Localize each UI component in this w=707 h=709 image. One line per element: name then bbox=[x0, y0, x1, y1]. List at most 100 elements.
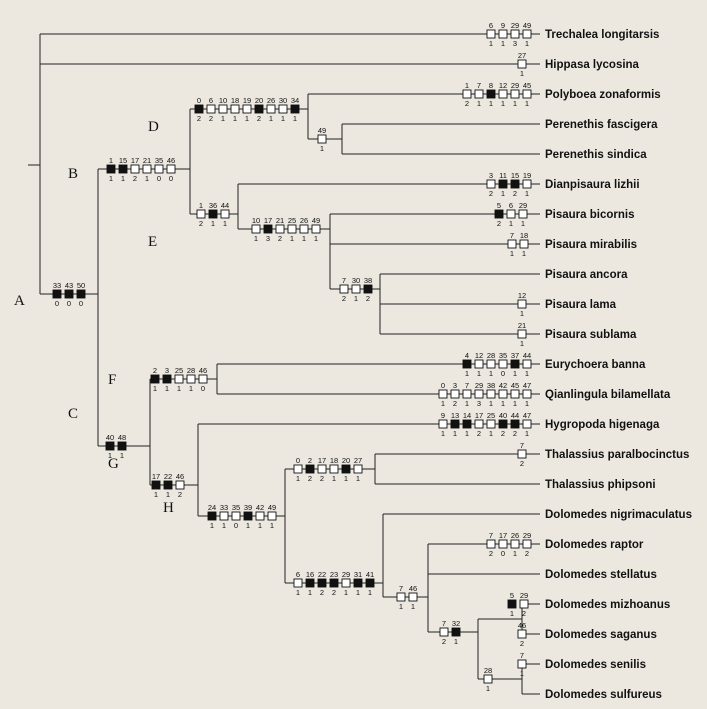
character-state: 1 bbox=[293, 114, 297, 123]
character-state: 1 bbox=[165, 384, 169, 393]
synapomorphy-mark-filled bbox=[462, 359, 472, 369]
synapomorphy-mark-filled bbox=[105, 441, 115, 451]
character-number: 17 bbox=[318, 456, 326, 465]
character-state: 1 bbox=[233, 114, 237, 123]
taxon-label: Thalassius paralbocinctus bbox=[545, 449, 689, 461]
character-state: 2 bbox=[465, 99, 469, 108]
character-number: 42 bbox=[256, 503, 264, 512]
character-state: 1 bbox=[489, 369, 493, 378]
taxon-label: Hygropoda higenaga bbox=[545, 419, 660, 431]
homoplasy-mark-open bbox=[498, 29, 508, 39]
taxon-label: Dolomedes sulfureus bbox=[545, 689, 662, 701]
homoplasy-mark-open bbox=[498, 389, 508, 399]
character-number: 20 bbox=[342, 456, 350, 465]
synapomorphy-mark-filled bbox=[64, 289, 74, 299]
character-number: 21 bbox=[518, 321, 526, 330]
character-number: 36 bbox=[209, 201, 217, 210]
character-number: 6 bbox=[509, 201, 513, 210]
character-number: 29 bbox=[475, 381, 483, 390]
character-state: 2 bbox=[525, 549, 529, 558]
taxon-label: Pisaura mirabilis bbox=[545, 239, 637, 251]
character-number: 37 bbox=[511, 351, 519, 360]
homoplasy-mark-open bbox=[311, 224, 321, 234]
character-state: 1 bbox=[269, 114, 273, 123]
homoplasy-mark-open bbox=[278, 104, 288, 114]
character-state: 1 bbox=[411, 602, 415, 611]
homoplasy-mark-open bbox=[293, 578, 303, 588]
character-number: 40 bbox=[106, 433, 114, 442]
character-state: 2 bbox=[489, 189, 493, 198]
taxon-label: Dolomedes raptor bbox=[545, 539, 644, 551]
character-number: 46 bbox=[199, 366, 207, 375]
character-number: 49 bbox=[268, 503, 276, 512]
homoplasy-mark-open bbox=[196, 209, 206, 219]
character-number: 28 bbox=[484, 666, 492, 675]
homoplasy-mark-open bbox=[462, 89, 472, 99]
homoplasy-mark-open bbox=[130, 164, 140, 174]
character-state: 1 bbox=[520, 669, 524, 678]
taxon-label: Dolomedes saganus bbox=[545, 629, 657, 641]
character-state: 1 bbox=[501, 399, 505, 408]
character-state: 1 bbox=[509, 219, 513, 228]
character-number: 17 bbox=[475, 411, 483, 420]
homoplasy-mark-open bbox=[486, 389, 496, 399]
synapomorphy-mark-filled bbox=[365, 578, 375, 588]
character-number: 1 bbox=[109, 156, 113, 165]
clade-label-b: B bbox=[68, 166, 78, 182]
homoplasy-mark-open bbox=[510, 89, 520, 99]
character-number: 4 bbox=[465, 351, 469, 360]
character-state: 1 bbox=[308, 588, 312, 597]
character-number: 1 bbox=[465, 81, 469, 90]
synapomorphy-mark-filled bbox=[329, 578, 339, 588]
character-number: 13 bbox=[451, 411, 459, 420]
character-state: 2 bbox=[453, 399, 457, 408]
character-number: 46 bbox=[176, 472, 184, 481]
character-number: 1 bbox=[199, 201, 203, 210]
character-state: 0 bbox=[201, 384, 205, 393]
character-number: 20 bbox=[255, 96, 263, 105]
character-number: 0 bbox=[296, 456, 300, 465]
character-state: 0 bbox=[169, 174, 173, 183]
character-number: 18 bbox=[520, 231, 528, 240]
homoplasy-mark-open bbox=[206, 104, 216, 114]
homoplasy-mark-open bbox=[522, 359, 532, 369]
synapomorphy-mark-filled bbox=[243, 511, 253, 521]
character-state: 1 bbox=[120, 451, 124, 460]
homoplasy-mark-open bbox=[474, 419, 484, 429]
synapomorphy-mark-filled bbox=[498, 179, 508, 189]
taxon-label: Qianlingula bilamellata bbox=[545, 389, 671, 401]
character-state: 1 bbox=[501, 189, 505, 198]
character-number: 10 bbox=[252, 216, 260, 225]
synapomorphy-mark-filled bbox=[150, 374, 160, 384]
clade-label-e: E bbox=[148, 234, 157, 250]
character-state: 0 bbox=[55, 299, 59, 308]
synapomorphy-mark-filled bbox=[305, 464, 315, 474]
character-state: 1 bbox=[344, 474, 348, 483]
synapomorphy-mark-filled bbox=[254, 104, 264, 114]
character-state: 1 bbox=[522, 249, 526, 258]
homoplasy-mark-open bbox=[506, 209, 516, 219]
character-state: 1 bbox=[489, 429, 493, 438]
homoplasy-mark-open bbox=[219, 511, 229, 521]
character-number: 17 bbox=[264, 216, 272, 225]
character-state: 1 bbox=[121, 174, 125, 183]
synapomorphy-mark-filled bbox=[450, 419, 460, 429]
character-state: 1 bbox=[221, 114, 225, 123]
character-state: 1 bbox=[520, 339, 524, 348]
character-state: 1 bbox=[166, 490, 170, 499]
character-number: 44 bbox=[221, 201, 229, 210]
character-state: 1 bbox=[525, 369, 529, 378]
homoplasy-mark-open bbox=[166, 164, 176, 174]
character-state: 1 bbox=[356, 588, 360, 597]
synapomorphy-mark-filled bbox=[162, 374, 172, 384]
character-state: 0 bbox=[79, 299, 83, 308]
character-number: 25 bbox=[175, 366, 183, 375]
taxon-label: Dolomedes nigrimaculatus bbox=[545, 509, 692, 521]
character-number: 49 bbox=[318, 126, 326, 135]
character-number: 35 bbox=[499, 351, 507, 360]
homoplasy-mark-open bbox=[510, 389, 520, 399]
homoplasy-mark-open bbox=[517, 659, 527, 669]
character-number: 22 bbox=[164, 472, 172, 481]
homoplasy-mark-open bbox=[522, 419, 532, 429]
